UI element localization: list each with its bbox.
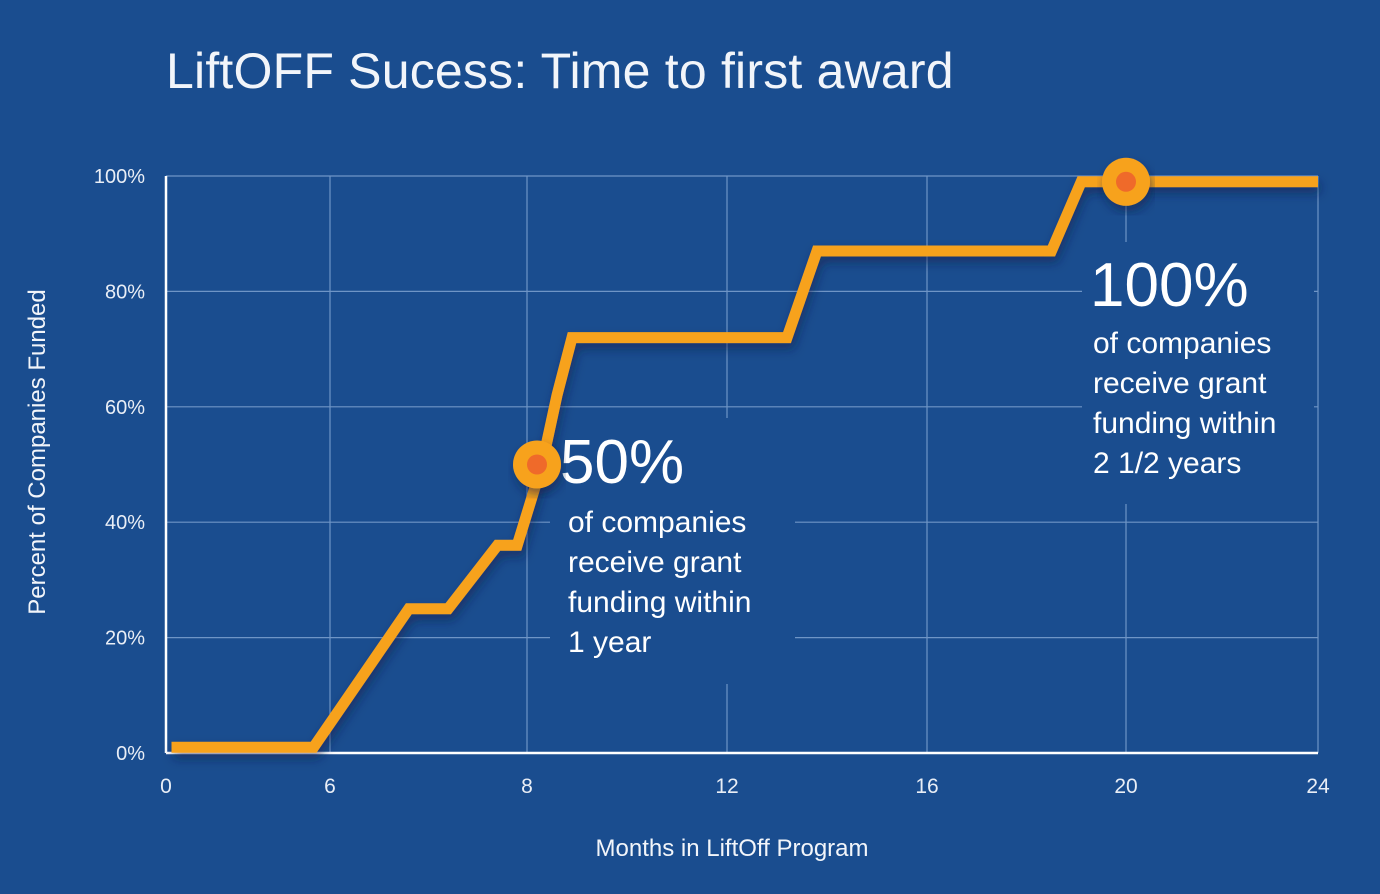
x-tick-label: 12 bbox=[715, 775, 738, 798]
annotation-line: of companies bbox=[568, 506, 746, 539]
annotation-line: receive grant bbox=[1093, 367, 1267, 400]
annotation-line: 1 year bbox=[568, 626, 651, 659]
x-tick-label: 8 bbox=[521, 775, 533, 798]
annotation-line: 2 1/2 years bbox=[1093, 447, 1241, 480]
tick-labels: 0% 20% 40% 60% 80% 100% 0 6 8 12 16 20 24 bbox=[94, 166, 1330, 798]
y-tick-label: 40% bbox=[105, 512, 145, 534]
y-tick-label: 80% bbox=[105, 281, 145, 303]
annotation-backdrop bbox=[550, 418, 795, 684]
y-tick-label: 20% bbox=[105, 628, 145, 650]
series-layer bbox=[171, 176, 1318, 753]
annotation-value: 50% bbox=[560, 428, 684, 497]
annotation-line: funding within bbox=[568, 586, 751, 619]
x-tick-label: 20 bbox=[1114, 775, 1137, 798]
x-tick-label: 6 bbox=[324, 775, 336, 798]
annotation-line: funding within bbox=[1093, 407, 1276, 440]
series-line bbox=[171, 176, 1318, 753]
x-tick-label: 24 bbox=[1306, 775, 1330, 798]
y-tick-label: 0% bbox=[116, 743, 145, 765]
marker-dot bbox=[1116, 171, 1136, 192]
annotation-line: receive grant bbox=[568, 546, 742, 579]
x-tick-label: 0 bbox=[160, 775, 172, 798]
y-tick-label: 100% bbox=[94, 166, 145, 188]
axes bbox=[164, 176, 1318, 755]
y-axis-title: Percent of Companies Funded bbox=[24, 289, 51, 615]
markers bbox=[513, 157, 1150, 489]
x-tick-label: 16 bbox=[915, 775, 938, 798]
annotation-backdrop bbox=[1082, 242, 1314, 504]
marker-dot bbox=[527, 454, 547, 475]
annotation-line: of companies bbox=[1093, 327, 1271, 360]
annotation-value: 100% bbox=[1090, 251, 1249, 320]
x-axis-title: Months in LiftOff Program bbox=[596, 835, 869, 862]
y-tick-label: 60% bbox=[105, 397, 145, 419]
annotations: 50% of companies receive grant funding with… bbox=[550, 242, 1314, 684]
chart-title: LiftOFF Sucess: Time to first award bbox=[166, 43, 954, 99]
